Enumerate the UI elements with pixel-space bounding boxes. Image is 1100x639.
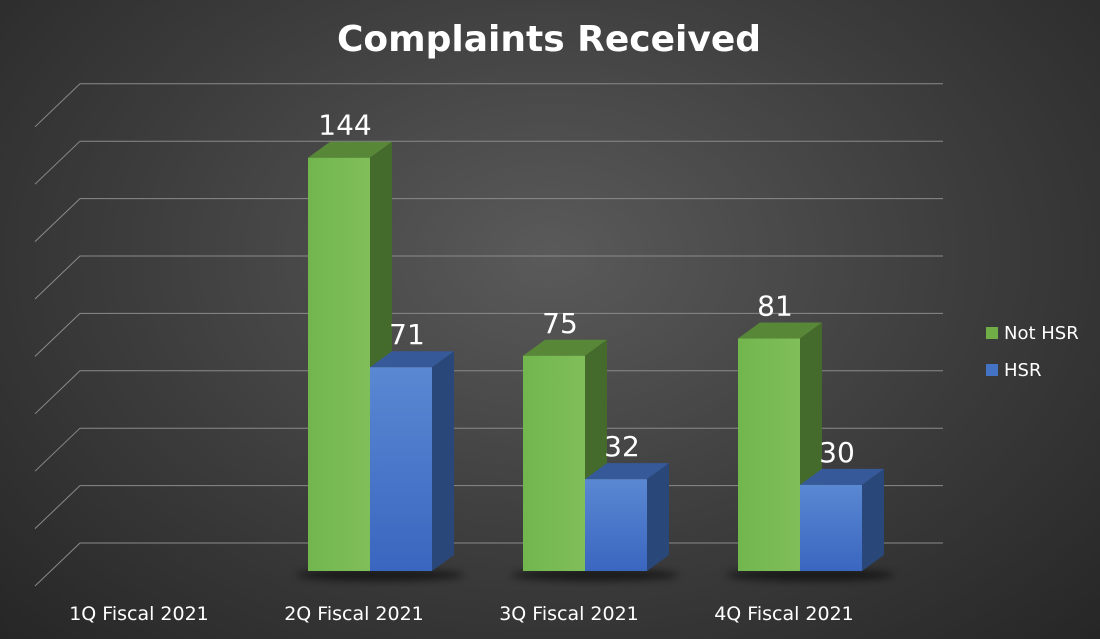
legend-label: HSR (1004, 360, 1041, 381)
bar-shadow-1 (296, 569, 464, 581)
gridlines (34, 83, 943, 587)
gridline-120 (34, 198, 943, 242)
data-labels: 144 71 75 32 81 30 (318, 109, 855, 469)
gridline-100 (34, 255, 943, 300)
bar-shadows (296, 569, 894, 581)
legend-swatch (986, 364, 998, 376)
legend-item-not-hsr: Not HSR (986, 323, 1079, 344)
category-label-0: 1Q Fiscal 2021 (69, 603, 209, 625)
data-label-not-hsr-1: 144 (318, 109, 371, 142)
gridline-160 (34, 83, 943, 128)
bar-shadow-2 (511, 569, 679, 581)
data-label-not-hsr-2: 75 (542, 307, 578, 340)
category-label-3: 4Q Fiscal 2021 (714, 603, 854, 625)
gridline-40 (34, 427, 943, 472)
bar-hsr-1 (370, 351, 454, 571)
bars (308, 141, 884, 571)
gridline-60 (34, 370, 943, 415)
legend-item-hsr: HSR (986, 360, 1041, 381)
data-label-hsr-1: 71 (389, 318, 425, 351)
legend-label: Not HSR (1004, 323, 1079, 344)
gridline-140 (34, 140, 943, 185)
category-label-2: 3Q Fiscal 2021 (499, 603, 639, 625)
bar-hsr-2 (585, 463, 669, 571)
data-label-hsr-2: 32 (604, 430, 640, 463)
bar-shadow-3 (726, 569, 894, 581)
bar-hsr-3 (800, 468, 884, 571)
gridline-80 (34, 312, 943, 357)
category-labels: 1Q Fiscal 2021 2Q Fiscal 2021 3Q Fiscal 20… (69, 603, 854, 625)
data-label-not-hsr-3: 81 (757, 290, 793, 323)
chart-title: Complaints Received (337, 19, 761, 60)
data-label-hsr-3: 30 (819, 436, 855, 469)
category-label-1: 2Q Fiscal 2021 (284, 603, 424, 625)
bar-not-hsr-3 (738, 322, 822, 571)
legend: Not HSR HSR (986, 323, 1079, 381)
legend-swatch (986, 327, 998, 339)
